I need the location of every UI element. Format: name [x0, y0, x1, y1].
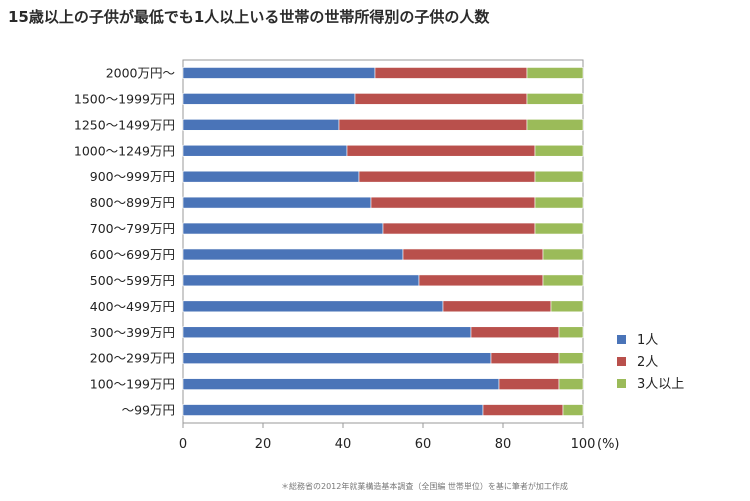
- source-note: ＊総務省の2012年就業構造基本調査（全国編 世帯単位）を基に筆者が加工作成: [281, 481, 568, 491]
- bar-segment-3: [558, 326, 584, 339]
- bar-segment-2: [482, 404, 564, 416]
- bar-segment-2: [498, 378, 560, 390]
- bar-row: 800～899万円: [90, 195, 584, 210]
- category-label: 800～899万円: [90, 195, 175, 210]
- category-label: 2000万円～: [106, 65, 175, 80]
- bar-row: 1500～1999万円: [74, 91, 584, 106]
- category-label: 900～999万円: [90, 169, 175, 184]
- bar-segment-1: [182, 326, 472, 339]
- bar-segment-3: [542, 274, 584, 287]
- legend-swatch: [617, 379, 626, 388]
- category-label: 300～399万円: [90, 325, 175, 340]
- bar-segment-2: [374, 67, 528, 79]
- bar-segment-1: [182, 222, 384, 235]
- bar-row: 200～299万円: [90, 351, 584, 366]
- bar-segment-2: [418, 274, 544, 287]
- bar-segment-2: [370, 196, 536, 209]
- bar-segment-1: [182, 248, 404, 261]
- bar-segment-2: [358, 170, 536, 183]
- legend: 1人 2人 3人以上: [617, 333, 684, 392]
- bar-row: 300～399万円: [90, 325, 584, 340]
- legend-swatch: [617, 335, 626, 344]
- category-label: 200～299万円: [90, 351, 175, 366]
- bar-row: 2000万円～: [106, 65, 584, 80]
- category-label: 400～499万円: [90, 299, 175, 314]
- legend-item: 2人: [617, 355, 658, 370]
- bar-segment-1: [182, 196, 372, 209]
- bar-row: 1250～1499万円: [74, 117, 584, 132]
- bar-segment-3: [526, 119, 584, 131]
- bar-segment-3: [550, 300, 584, 313]
- bar-segment-2: [382, 222, 536, 235]
- bar-segment-2: [402, 248, 544, 261]
- plot-frame: [182, 59, 584, 424]
- bar-row: ～99万円: [122, 403, 584, 418]
- bar-segment-2: [354, 93, 528, 105]
- bar-row: 900～999万円: [90, 169, 584, 184]
- bar-segment-3: [526, 67, 584, 79]
- bar-segment-1: [182, 67, 376, 79]
- legend-swatch: [617, 357, 626, 366]
- category-label: 1000～1249万円: [74, 143, 175, 158]
- bar-segment-3: [558, 378, 584, 390]
- category-label: 500～599万円: [90, 273, 175, 288]
- bar-segment-3: [562, 404, 584, 416]
- x-tick-label: 60: [415, 437, 432, 452]
- legend-label: 2人: [637, 355, 658, 370]
- bar-row: 400～499万円: [90, 299, 584, 314]
- bar-segment-1: [182, 144, 348, 157]
- bar-row: 600～699万円: [90, 247, 584, 262]
- x-tick-label: 40: [335, 437, 352, 452]
- bar-segment-3: [526, 93, 584, 105]
- bar-segment-3: [542, 248, 584, 261]
- legend-item: 1人: [617, 333, 658, 348]
- bar-segment-3: [534, 222, 584, 235]
- bar-segment-2: [490, 352, 560, 364]
- bar-segment-3: [534, 170, 584, 183]
- plot-area: 2000万円～ 1500～1999万円 1250～1499万円 1000～1249万円…: [74, 59, 584, 424]
- bar-segment-3: [534, 144, 584, 157]
- bar-segment-1: [182, 300, 444, 313]
- legend-item: 3人以上: [617, 377, 684, 392]
- x-tick-label: 20: [255, 437, 272, 452]
- x-tick-label: 0: [179, 437, 187, 452]
- x-tick-label: 100: [571, 437, 596, 452]
- bar-segment-1: [182, 378, 500, 390]
- x-tick-label: 80: [495, 437, 512, 452]
- bar-segment-2: [338, 119, 528, 131]
- category-label: 1500～1999万円: [74, 91, 175, 106]
- bar-segment-3: [558, 352, 584, 364]
- bar-segment-3: [534, 196, 584, 209]
- bar-segment-1: [182, 404, 484, 416]
- bar-segment-1: [182, 274, 420, 287]
- category-label: ～99万円: [122, 403, 175, 418]
- bar-segment-2: [346, 144, 536, 157]
- category-label: 700～799万円: [90, 221, 175, 236]
- bar-segment-1: [182, 93, 356, 105]
- legend-label: 3人以上: [637, 377, 684, 392]
- bar-segment-1: [182, 352, 492, 364]
- legend-label: 1人: [637, 333, 658, 348]
- category-label: 1250～1499万円: [74, 117, 175, 132]
- x-unit-label: (%): [597, 437, 620, 452]
- bar-segment-1: [182, 170, 360, 183]
- bar-row: 500～599万円: [90, 273, 584, 288]
- category-label: 600～699万円: [90, 247, 175, 262]
- bar-row: 100～199万円: [90, 377, 584, 392]
- bar-segment-2: [470, 326, 560, 339]
- category-label: 100～199万円: [90, 377, 175, 392]
- bar-segment-1: [182, 119, 340, 131]
- chart-title: 15歳以上の子供が最低でも1人以上いる世帯の世帯所得別の子供の人数: [8, 8, 490, 26]
- x-axis: 0 20 40 60 80 100 (%): [179, 423, 620, 452]
- bar-row: 1000～1249万円: [74, 143, 584, 158]
- bar-segment-2: [442, 300, 552, 313]
- bar-row: 700～799万円: [90, 221, 584, 236]
